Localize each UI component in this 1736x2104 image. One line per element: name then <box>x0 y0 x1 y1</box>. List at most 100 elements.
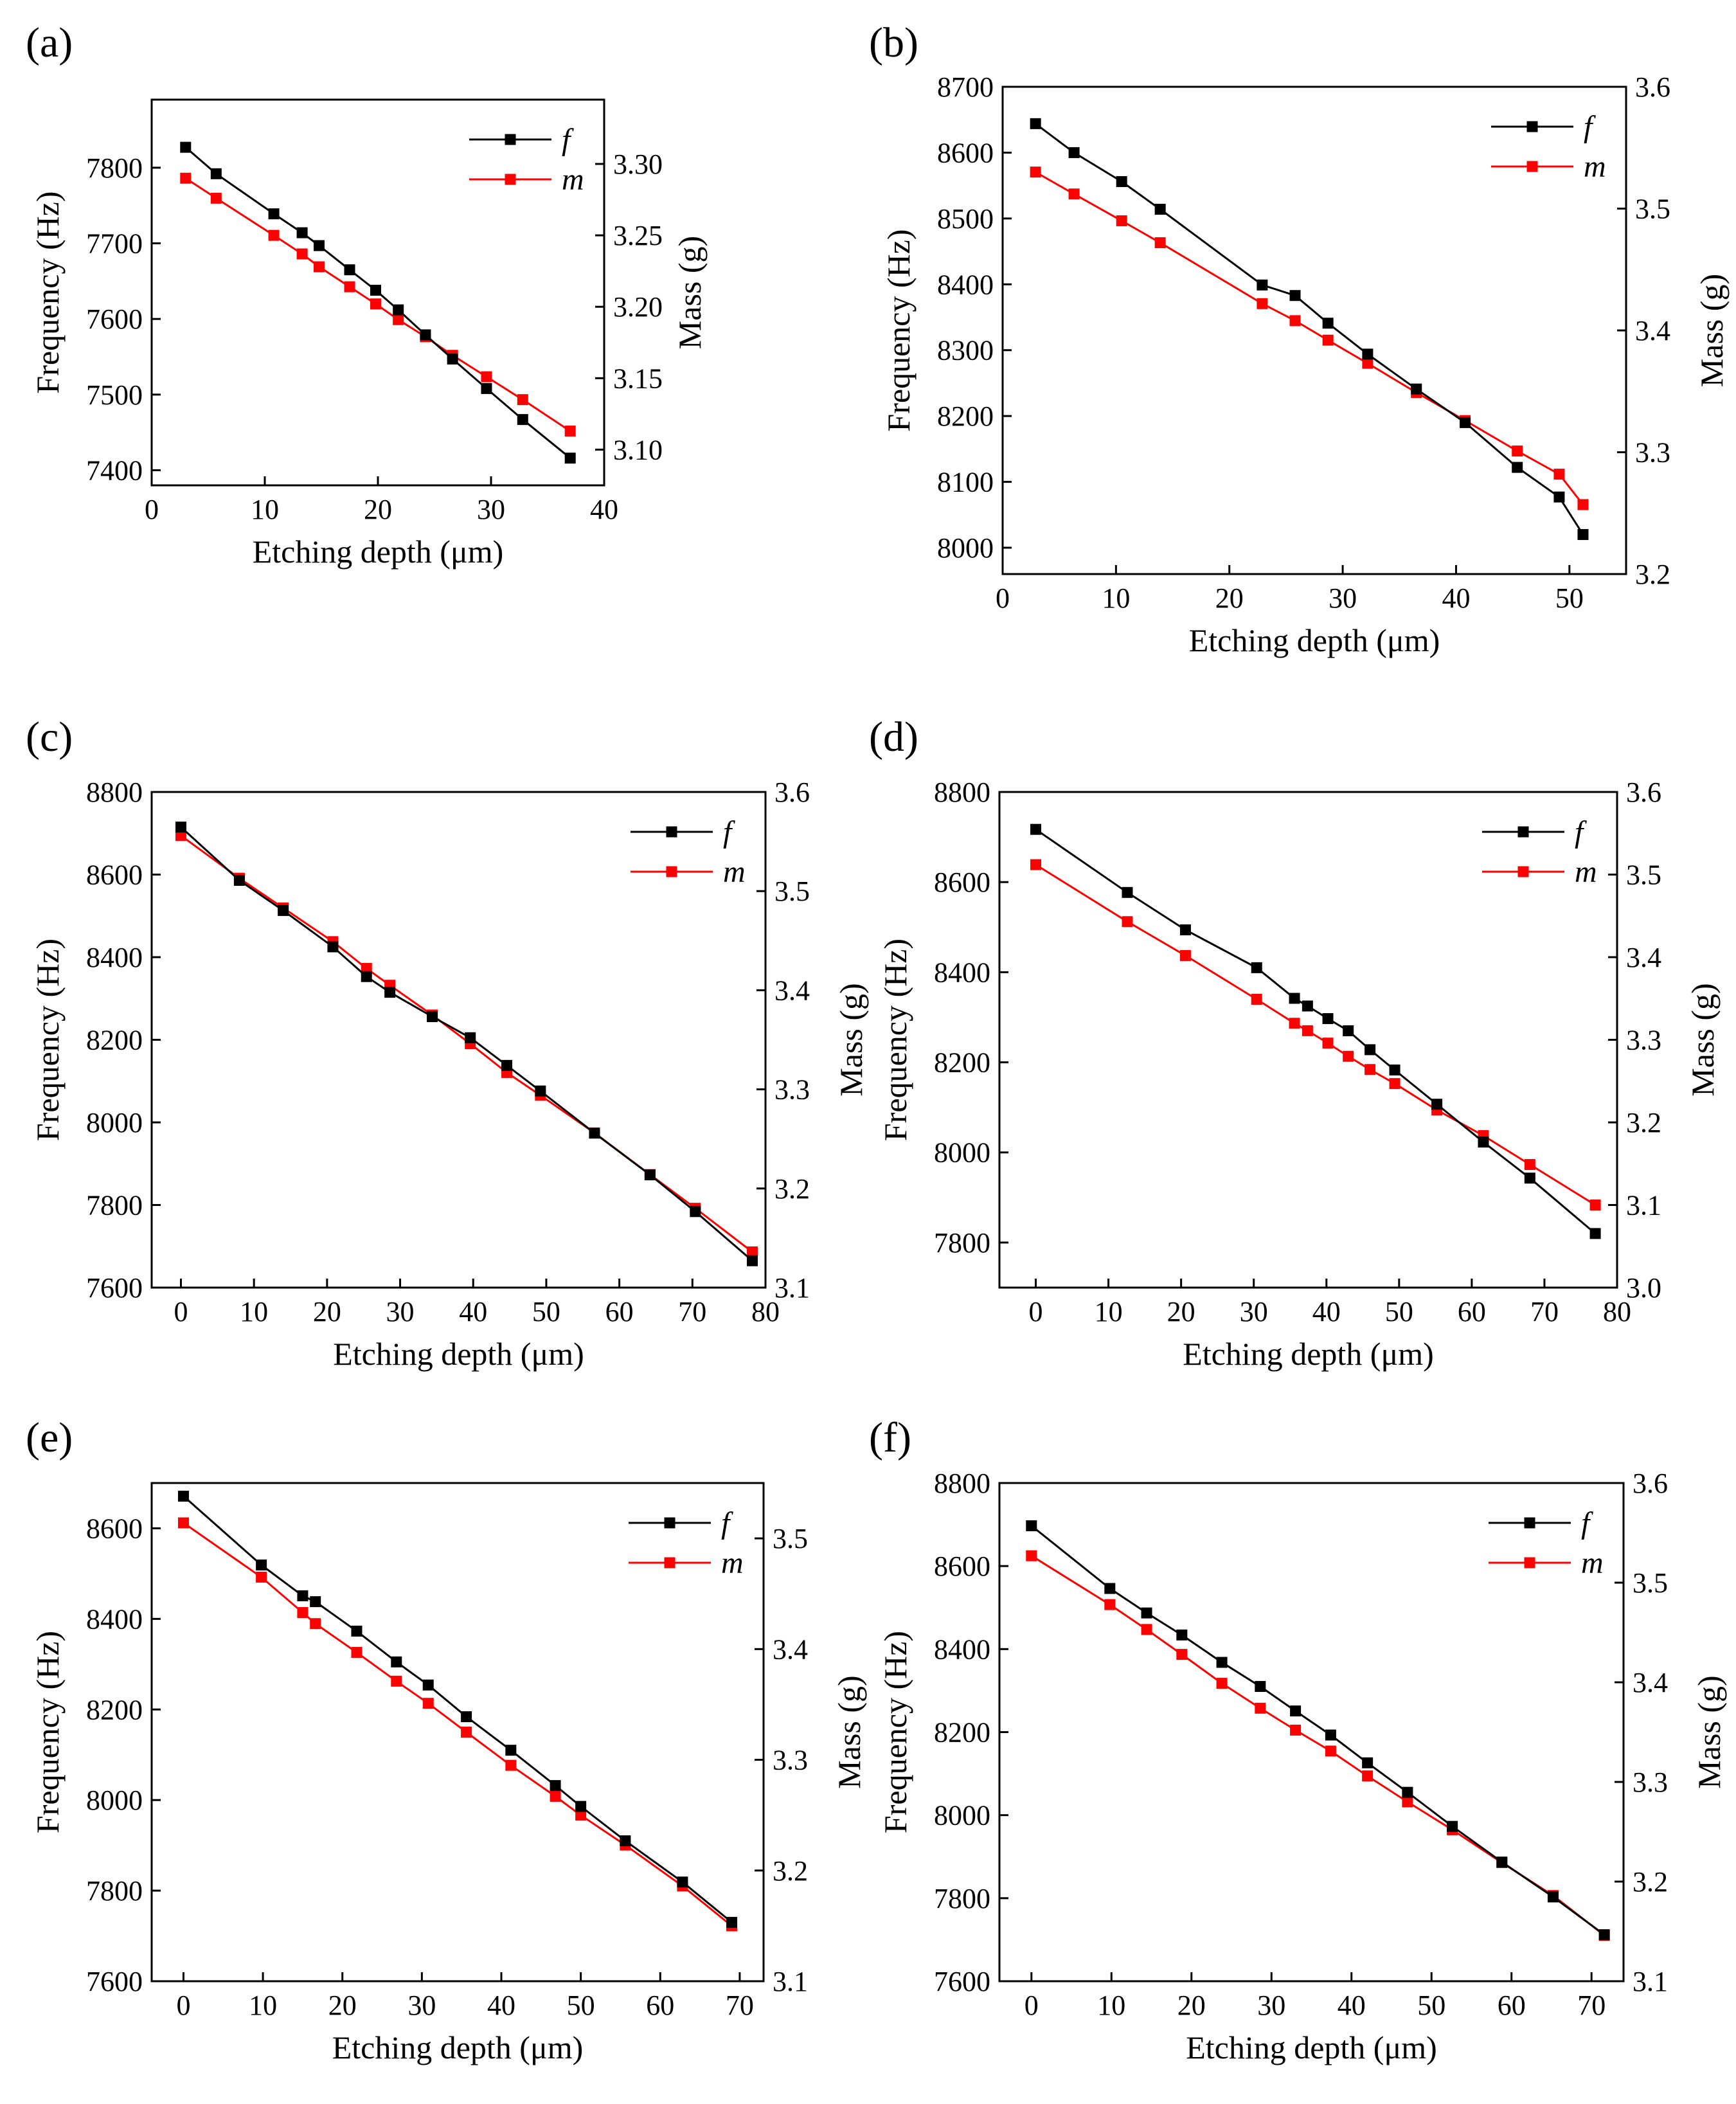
legend-marker-m <box>666 866 677 877</box>
data-point-f <box>420 329 431 341</box>
data-point-f <box>1026 1520 1037 1532</box>
data-point-f <box>1289 290 1301 301</box>
data-point-f <box>1030 823 1042 835</box>
data-point-m <box>177 1517 189 1529</box>
data-point-f <box>351 1625 362 1637</box>
data-point-m <box>1176 1649 1188 1660</box>
data-point-f <box>210 168 222 179</box>
data-point-f <box>461 1711 472 1723</box>
y-right-tick-label: 3.3 <box>774 1074 810 1106</box>
data-point-f <box>1116 176 1127 188</box>
data-point-m <box>344 281 355 292</box>
x-axis-title: Etching depth (μm) <box>253 534 504 570</box>
data-point-m <box>1030 859 1042 870</box>
data-point-m <box>505 1759 517 1771</box>
y-left-tick-label: 8200 <box>86 1025 143 1056</box>
x-tick-label: 0 <box>1025 1990 1039 2021</box>
panel-d: (d) 0 10 20 30 40 50 60 70 80 7800 8000 8200 8400 8600… <box>869 714 1721 1372</box>
panel-a: (a) 0 10 20 30 40 7400 7500 7600 7700 7800 3.10 3.15… <box>26 19 708 570</box>
data-point-f <box>1589 1228 1601 1239</box>
x-tick-label: 0 <box>996 582 1010 614</box>
data-point-m <box>1104 1599 1116 1610</box>
data-point-f <box>1362 348 1374 360</box>
x-tick-label: 50 <box>532 1296 560 1327</box>
data-point-f <box>1496 1857 1508 1868</box>
data-point-m <box>1289 1018 1300 1029</box>
x-tick-label: 40 <box>459 1296 487 1327</box>
y-left-tick-label: 7500 <box>86 379 143 411</box>
y-left-tick-label: 8200 <box>86 1694 143 1725</box>
legend-label-f: f <box>1575 815 1587 849</box>
data-point-m <box>351 1647 362 1658</box>
y-right-tick-label: 3.3 <box>1626 1025 1661 1056</box>
y-left-axis-title: Frequency (Hz) <box>877 939 913 1141</box>
data-point-m <box>256 1571 267 1583</box>
plot-frame <box>1001 85 1627 575</box>
data-point-f <box>1431 1099 1443 1110</box>
legend-label-f: f <box>721 1506 733 1540</box>
y-left-tick-label: 8100 <box>937 467 994 498</box>
data-point-m <box>422 1698 434 1709</box>
data-point-m <box>1322 1038 1334 1049</box>
data-point-m <box>296 248 308 260</box>
y-right-tick-label: 3.2 <box>773 1855 808 1887</box>
y-right-tick-label: 3.5 <box>773 1523 808 1554</box>
data-point-f <box>297 1590 309 1601</box>
data-point-m <box>1216 1678 1228 1689</box>
data-point-f <box>310 1596 321 1608</box>
data-point-f <box>1402 1786 1413 1798</box>
data-point-f <box>344 264 355 276</box>
legend-label-m: m <box>1581 1546 1604 1580</box>
data-point-m <box>1402 1796 1413 1808</box>
y-right-tick-label: 3.4 <box>773 1633 808 1665</box>
data-point-m <box>1343 1050 1354 1062</box>
data-point-m <box>1322 334 1334 346</box>
x-tick-label: 70 <box>678 1296 706 1327</box>
data-point-f <box>501 1059 513 1071</box>
y-left-axis-title: Frequency (Hz) <box>877 1631 913 1833</box>
legend-label-f: f <box>562 123 574 157</box>
data-point-m <box>1389 1078 1400 1090</box>
data-point-f <box>1478 1137 1489 1148</box>
y-left-tick-label: 8200 <box>937 400 994 432</box>
x-axis-title: Etching depth (μm) <box>1189 622 1440 658</box>
data-point-f <box>575 1801 587 1812</box>
data-point-f <box>1289 993 1300 1004</box>
x-tick-label: 10 <box>249 1990 277 2021</box>
data-point-m <box>1068 188 1080 200</box>
x-axis-title: Etching depth (μm) <box>333 1336 584 1372</box>
data-point-f <box>1362 1757 1374 1768</box>
data-point-f <box>564 453 576 464</box>
y-left-tick-label: 7400 <box>86 454 143 486</box>
legend-marker-f <box>1517 826 1529 838</box>
x-axis-title: Etching depth (μm) <box>332 2029 584 2065</box>
x-tick-label: 0 <box>145 494 159 525</box>
data-point-m <box>391 1675 402 1687</box>
data-point-f <box>256 1560 267 1571</box>
y-right-tick-label: 3.2 <box>1633 1866 1668 1898</box>
data-point-f <box>1251 962 1262 973</box>
data-point-f <box>268 208 280 220</box>
x-tick-label: 20 <box>364 494 392 525</box>
data-point-f <box>747 1255 758 1266</box>
y-left-tick-label: 8600 <box>86 1513 143 1544</box>
y-left-tick-label: 8400 <box>937 269 994 300</box>
data-point-m <box>1362 1770 1374 1782</box>
data-point-f <box>1598 1929 1610 1941</box>
x-tick-label: 70 <box>1530 1296 1559 1327</box>
y-left-tick-label: 7600 <box>86 1272 143 1304</box>
y-right-axis-title: Mass (g) <box>1685 983 1721 1096</box>
y-left-tick-label: 8400 <box>86 942 143 973</box>
data-point-m <box>1251 994 1262 1005</box>
data-point-f <box>620 1835 631 1847</box>
y-right-axis-title: Mass (g) <box>1694 274 1730 387</box>
data-point-m <box>1302 1025 1313 1036</box>
data-point-m <box>268 229 280 241</box>
x-tick-label: 50 <box>1417 1990 1445 2021</box>
data-point-f <box>1255 1680 1266 1692</box>
data-point-f <box>1068 147 1080 158</box>
y-right-tick-label: 3.6 <box>1633 1468 1668 1499</box>
data-point-f <box>1302 1000 1313 1012</box>
data-point-f <box>1179 924 1191 935</box>
data-point-f <box>370 284 381 296</box>
